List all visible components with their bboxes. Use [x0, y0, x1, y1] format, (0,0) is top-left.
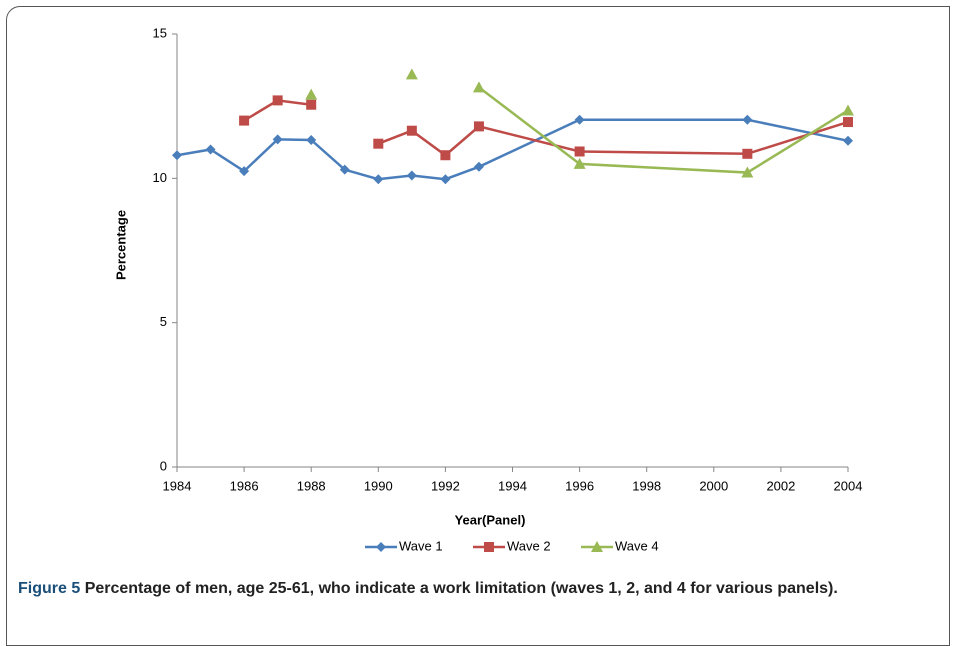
x-tick-label: 1992: [431, 478, 460, 493]
marker: [306, 134, 317, 145]
marker: [306, 99, 317, 110]
marker: [591, 541, 603, 552]
legend-label: Wave 2: [507, 538, 551, 553]
marker: [272, 134, 283, 145]
x-tick-label: 1984: [163, 478, 192, 493]
legend-label: Wave 1: [399, 538, 443, 553]
x-tick-label: 1990: [364, 478, 393, 493]
marker: [239, 115, 250, 126]
marker: [484, 542, 494, 552]
marker: [239, 166, 250, 177]
y-tick-label: 15: [153, 25, 167, 40]
marker: [440, 174, 451, 185]
x-tick-label: 1998: [632, 478, 661, 493]
x-axis-label: Year(Panel): [455, 512, 526, 527]
legend-label: Wave 4: [615, 538, 659, 553]
x-tick-label: 2004: [834, 478, 863, 493]
marker: [473, 161, 484, 172]
marker: [573, 157, 586, 169]
y-axis-label: Percentage: [113, 210, 128, 280]
marker: [172, 150, 182, 161]
marker: [473, 121, 484, 132]
marker: [742, 148, 753, 159]
marker: [742, 114, 753, 125]
y-tick-label: 5: [160, 314, 167, 329]
y-tick-label: 10: [153, 170, 167, 185]
marker: [843, 135, 853, 146]
x-tick-label: 1986: [230, 478, 259, 493]
marker: [472, 81, 485, 93]
series-line: [478, 86, 849, 174]
x-tick-label: 1996: [565, 478, 594, 493]
x-tick-label: 1994: [498, 478, 527, 493]
marker: [373, 174, 384, 185]
marker: [440, 150, 451, 161]
marker: [339, 164, 350, 175]
series-line: [243, 99, 849, 157]
marker: [205, 144, 216, 155]
marker: [741, 166, 754, 178]
caption-text: Percentage of men, age 25-61, who indica…: [84, 580, 838, 597]
y-tick-label: 0: [160, 458, 167, 473]
marker: [843, 117, 853, 128]
x-tick-label: 2002: [766, 478, 795, 493]
marker: [376, 542, 386, 552]
marker: [405, 68, 418, 80]
x-tick-label: 2000: [699, 478, 728, 493]
marker: [373, 138, 384, 149]
x-tick-label: 1988: [297, 478, 326, 493]
marker: [272, 95, 283, 106]
caption: Figure 5 Percentage of men, age 25-61, w…: [18, 578, 918, 600]
marker: [406, 125, 417, 136]
marker: [305, 88, 318, 100]
marker: [842, 104, 854, 116]
marker: [406, 170, 417, 181]
caption-label: Figure 5: [18, 580, 81, 597]
marker: [574, 146, 585, 157]
marker: [574, 114, 585, 125]
